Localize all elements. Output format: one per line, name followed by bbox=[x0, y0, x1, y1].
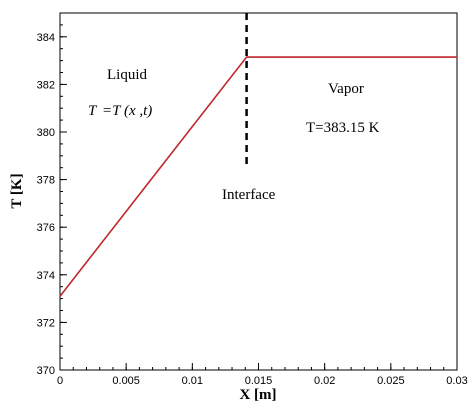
x-tick-label-6: 0.03 bbox=[446, 375, 467, 387]
vapor-label: Vapor bbox=[328, 81, 364, 97]
x-tick-label-2: 0.01 bbox=[182, 375, 203, 387]
y-tick-label-5: 380 bbox=[37, 127, 55, 139]
x-axis-title: X [m] bbox=[239, 387, 276, 403]
liquid-label: Liquid bbox=[107, 67, 147, 83]
temperature-series-line bbox=[59, 56, 457, 297]
x-tick-label-0: 0 bbox=[57, 375, 63, 387]
x-tick-label-5: 0.025 bbox=[377, 375, 405, 387]
y-tick-label-2: 374 bbox=[37, 270, 55, 282]
vapor-equation: T=383.15 K bbox=[306, 120, 380, 136]
y-tick-label-6: 382 bbox=[37, 79, 55, 91]
y-tick-label-0: 370 bbox=[37, 365, 55, 377]
y-tick-label-4: 378 bbox=[37, 175, 55, 187]
x-ticks: 0 0.005 0.01 0.015 0.02 0.025 0.03 bbox=[57, 363, 468, 387]
liquid-equation-lhs: T bbox=[88, 103, 98, 119]
y-tick-label-7: 384 bbox=[37, 32, 55, 44]
y-tick-label-3: 376 bbox=[37, 222, 55, 234]
y-axis-title: T [K] bbox=[9, 173, 25, 208]
interface-label: Interface bbox=[222, 187, 276, 203]
y-ticks: 370 372 374 376 378 380 382 384 bbox=[37, 12, 67, 377]
x-tick-label-4: 0.02 bbox=[314, 375, 335, 387]
x-tick-label-3: 0.015 bbox=[245, 375, 273, 387]
x-tick-label-1: 0.005 bbox=[112, 375, 140, 387]
liquid-equation-rhs: =T (x ,t) bbox=[102, 103, 152, 119]
y-tick-label-1: 372 bbox=[37, 317, 55, 329]
